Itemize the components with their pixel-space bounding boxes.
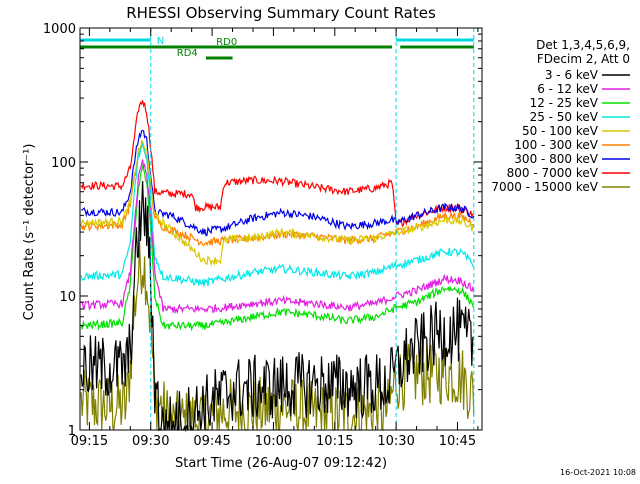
- x-tick-label: 10:30: [377, 434, 414, 449]
- flag-label-rd4: RD4: [177, 48, 198, 59]
- legend-label-100-300-kev: 100 - 300 keV: [514, 138, 598, 152]
- legend-label-12-25-kev: 12 - 25 keV: [530, 96, 599, 110]
- footer-date: 16-Oct-2021 10:08: [560, 468, 636, 477]
- x-tick-label: 10:15: [316, 434, 353, 449]
- x-tick-label: 09:45: [193, 434, 230, 449]
- legend-label-50-100-kev: 50 - 100 keV: [522, 124, 599, 138]
- x-tick-label: 10:00: [255, 434, 292, 449]
- flag-label-rd0: RD0: [216, 37, 237, 48]
- series-line-50-100-kev: [80, 139, 475, 267]
- series-line-12-25-kev: [80, 164, 475, 332]
- y-tick-label: 1: [68, 424, 76, 439]
- y-tick-label: 100: [51, 156, 76, 171]
- x-axis-label: Start Time (26-Aug-07 09:12:42): [175, 456, 387, 471]
- x-tick-label: 09:15: [71, 434, 108, 449]
- series-line-25-50-kev: [80, 143, 474, 287]
- legend-label-6-12-kev: 6 - 12 keV: [537, 82, 599, 96]
- legend-label-25-50-kev: 25 - 50 keV: [530, 110, 599, 124]
- flag-label-n: N: [157, 36, 164, 47]
- axes-group: 09:15 09:30 09:45 10:00 10:15 10:30 10:45 1 10 10…: [43, 22, 482, 449]
- legend-label-7000-15000-kev: 7000 - 15000 keV: [491, 180, 598, 194]
- series-line-6-12-kev: [80, 159, 475, 315]
- y-axis-label: Count Rate (s⁻¹ detector⁻¹): [22, 144, 37, 321]
- legend-label-3-6-kev: 3 - 6 keV: [545, 68, 599, 82]
- flags-group: N RD0 RD4: [80, 28, 475, 430]
- x-tick-label: 09:30: [132, 434, 169, 449]
- x-tick-label: 10:45: [439, 434, 476, 449]
- series-line-3-6-kev: [80, 180, 475, 433]
- legend-header-line-1: Det 1,3,4,5,6,9,: [536, 38, 630, 52]
- legend-label-300-800-kev: 300 - 800 keV: [514, 152, 598, 166]
- series-line-800-7000-kev: [80, 100, 475, 227]
- legend-label-800-7000-kev: 800 - 7000 keV: [507, 166, 599, 180]
- plot-frame: [79, 27, 483, 431]
- legend-header-line-2: FDecim 2, Att 0: [537, 52, 630, 66]
- legend: Det 1,3,4,5,6,9, FDecim 2, Att 0 3 - 6 k…: [491, 38, 630, 194]
- series-line-300-800-kev: [81, 129, 475, 237]
- series-group: [80, 100, 475, 433]
- y-tick-label: 1000: [43, 22, 76, 37]
- y-tick-label: 10: [59, 290, 76, 305]
- chart-title: RHESSI Observing Summary Count Rates: [126, 4, 436, 22]
